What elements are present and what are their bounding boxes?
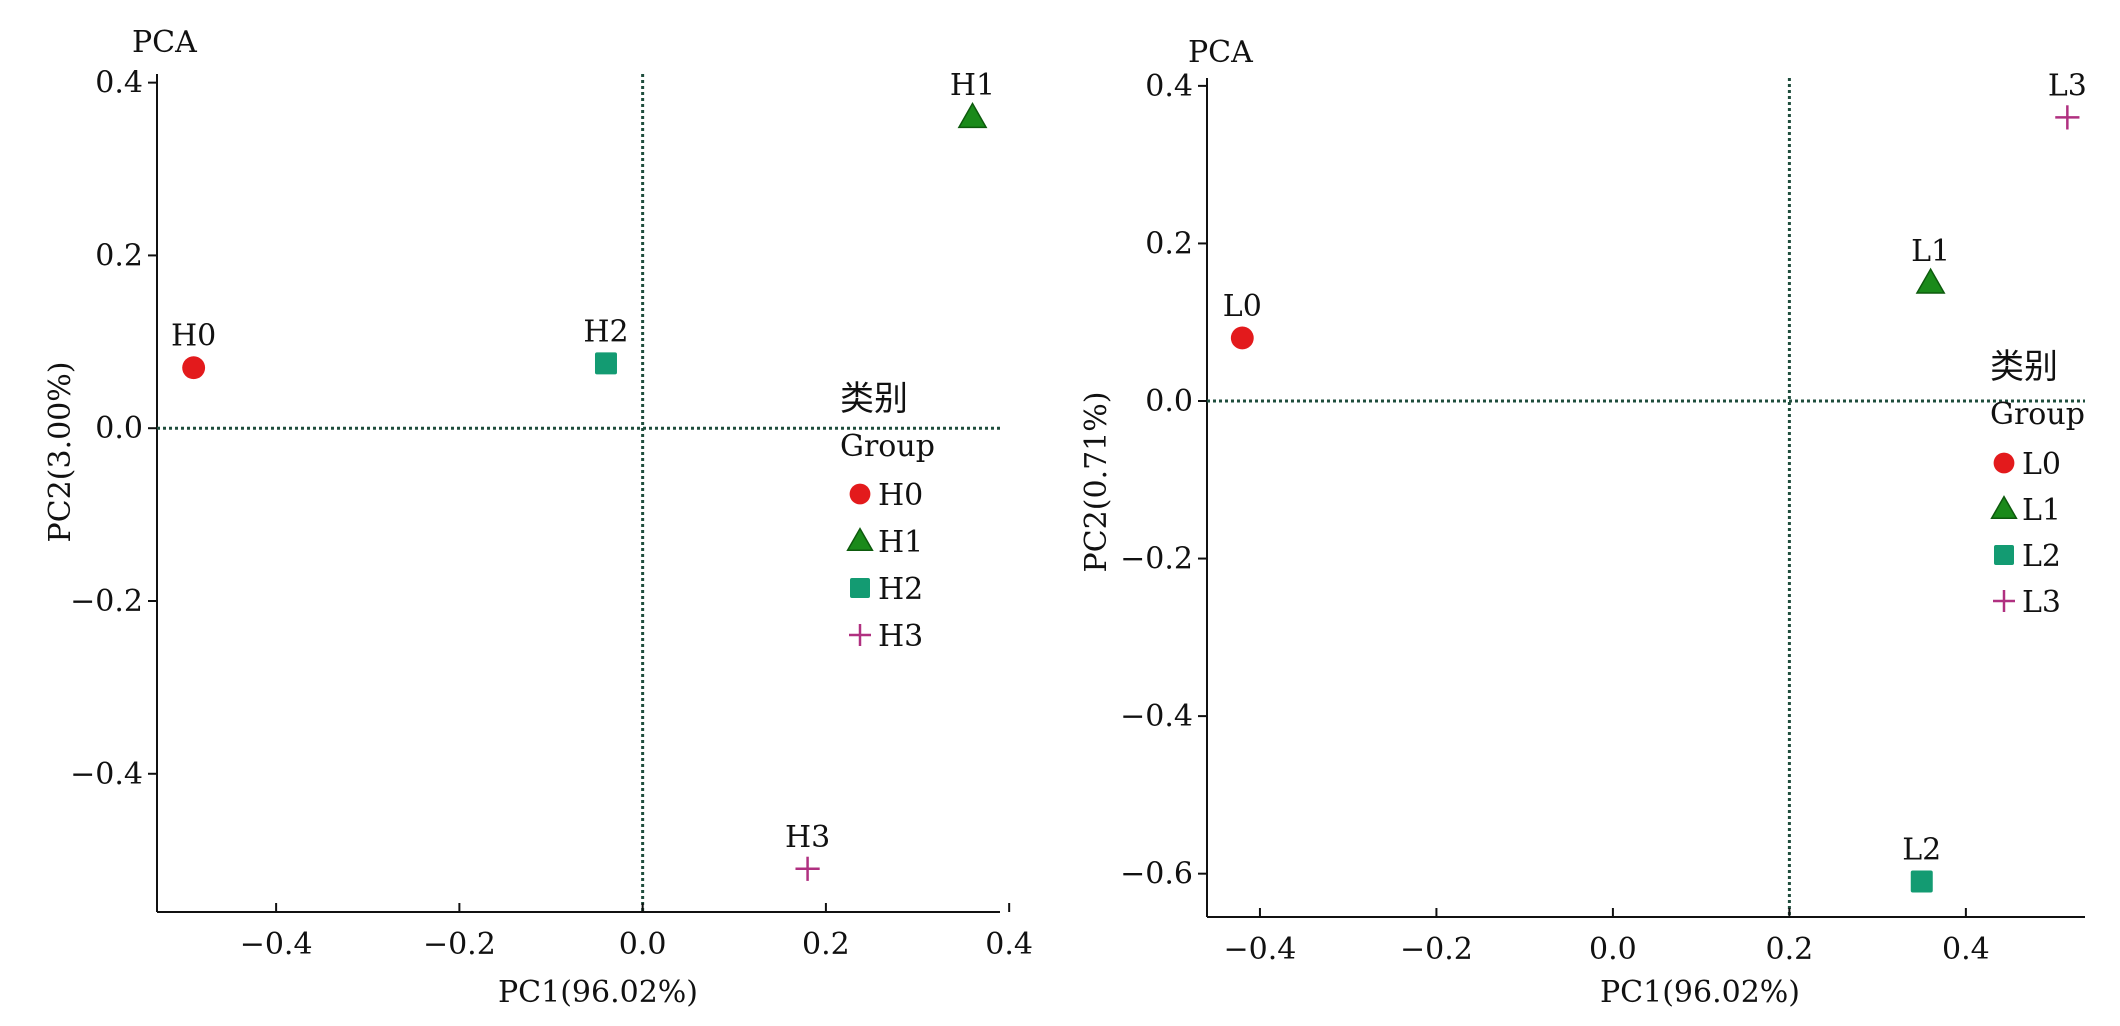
y-axis-label: PC2(3.00%)	[43, 362, 78, 543]
data-point-l2	[1910, 870, 1933, 893]
y-axis-ticks: 0.4 0.2 0.0 −0.2 −0.4	[70, 66, 157, 792]
y-tick-label: 0.0	[1145, 384, 1193, 419]
x-tick-label: −0.4	[240, 927, 313, 962]
x-tick-label: 0.2	[1766, 932, 1814, 967]
data-point-h2	[594, 352, 617, 375]
data-point-l0	[1230, 326, 1254, 350]
legend-label-l1: L1	[2022, 493, 2061, 528]
legend-title-cn: 类别	[840, 379, 908, 419]
legend-label-h2: H2	[878, 572, 923, 607]
legend-marker-h2	[850, 578, 870, 598]
data-label-l0: L0	[1223, 289, 1262, 324]
y-axis-label: PC2(0.71%)	[1079, 392, 1114, 573]
legend-title-en: Group	[840, 429, 935, 464]
x-tick-label: 0.4	[1942, 932, 1990, 967]
y-tick-label: 0.4	[95, 66, 143, 101]
legend-title-en: Group	[1990, 397, 2085, 432]
y-tick-label: −0.2	[70, 584, 143, 619]
legend-label-h0: H0	[878, 478, 923, 513]
x-axis-ticks: −0.4 −0.2 0.0 0.2 0.4	[240, 903, 1033, 962]
y-tick-label: −0.4	[70, 757, 143, 792]
data-label-h3: H3	[785, 820, 830, 855]
y-tick-label: 0.2	[95, 238, 143, 273]
data-points: H0 H1 H2 H3	[171, 68, 995, 881]
legend-marker-h3	[849, 624, 871, 646]
y-axis-ticks: 0.4 0.2 0.0 −0.2 −0.4 −0.6	[1120, 69, 1207, 892]
x-tick-label: 0.2	[802, 927, 850, 962]
legend-marker-l0	[1993, 452, 2015, 474]
legend-marker-l1	[1990, 495, 2018, 520]
legend-label-l3: L3	[2022, 585, 2061, 620]
x-tick-label: 0.4	[985, 927, 1033, 962]
y-tick-label: 0.0	[95, 411, 143, 446]
legend-label-l0: L0	[2022, 447, 2061, 482]
legend-marker-h1	[846, 527, 874, 552]
legend: 类别 Group H0 H1 H2 H3	[840, 379, 935, 654]
pca-panel-h: PCA −0.4 −0.2 0.0 0.2 0.4 0.40.20.0−0.2−0.4 …	[43, 25, 1033, 1010]
x-tick-label: 0.0	[619, 927, 667, 962]
y-tick-label: −0.4	[1120, 699, 1193, 734]
x-axis-label: PC1(96.02%)	[1600, 975, 1800, 1010]
x-tick-label: −0.2	[423, 927, 496, 962]
chart-title: PCA	[1188, 35, 1253, 70]
data-label-h0: H0	[171, 319, 216, 354]
data-points: L0 L1 L2 L3	[1223, 68, 2087, 893]
pca-panel-l: PCA −0.4 −0.2 0.0 0.2 0.4 0.40.20.0−0.2−0.4−…	[1079, 35, 2087, 1010]
x-tick-label: −0.2	[1400, 932, 1473, 967]
y-tick-label: −0.2	[1120, 542, 1193, 577]
legend-marker-h0	[849, 483, 871, 505]
y-tick-label: 0.4	[1145, 69, 1193, 104]
data-label-h1: H1	[950, 68, 995, 103]
x-tick-label: 0.0	[1589, 932, 1637, 967]
legend: 类别 Group L0 L1 L2 L3	[1990, 347, 2085, 620]
chart-title: PCA	[132, 25, 197, 60]
data-label-h2: H2	[583, 314, 628, 349]
legend-label-l2: L2	[2022, 539, 2061, 574]
data-label-l1: L1	[1911, 234, 1950, 269]
data-point-h3	[795, 856, 820, 881]
y-tick-label: 0.2	[1145, 226, 1193, 261]
legend-label-h3: H3	[878, 619, 923, 654]
legend-label-h1: H1	[878, 525, 923, 560]
data-label-l3: L3	[2048, 68, 2087, 103]
y-tick-label: −0.6	[1120, 857, 1193, 892]
legend-marker-l3	[1993, 590, 2015, 612]
data-point-h1	[957, 102, 988, 129]
data-point-h0	[182, 356, 206, 380]
x-axis-ticks: −0.4 −0.2 0.0 0.2 0.4	[1224, 908, 1990, 967]
data-point-l3	[2055, 105, 2080, 130]
legend-marker-l2	[1994, 545, 2014, 565]
data-label-l2: L2	[1902, 833, 1941, 868]
legend-title-cn: 类别	[1990, 347, 2058, 387]
data-point-l1	[1915, 267, 1946, 294]
x-tick-label: −0.4	[1224, 932, 1297, 967]
x-axis-label: PC1(96.02%)	[498, 975, 698, 1010]
